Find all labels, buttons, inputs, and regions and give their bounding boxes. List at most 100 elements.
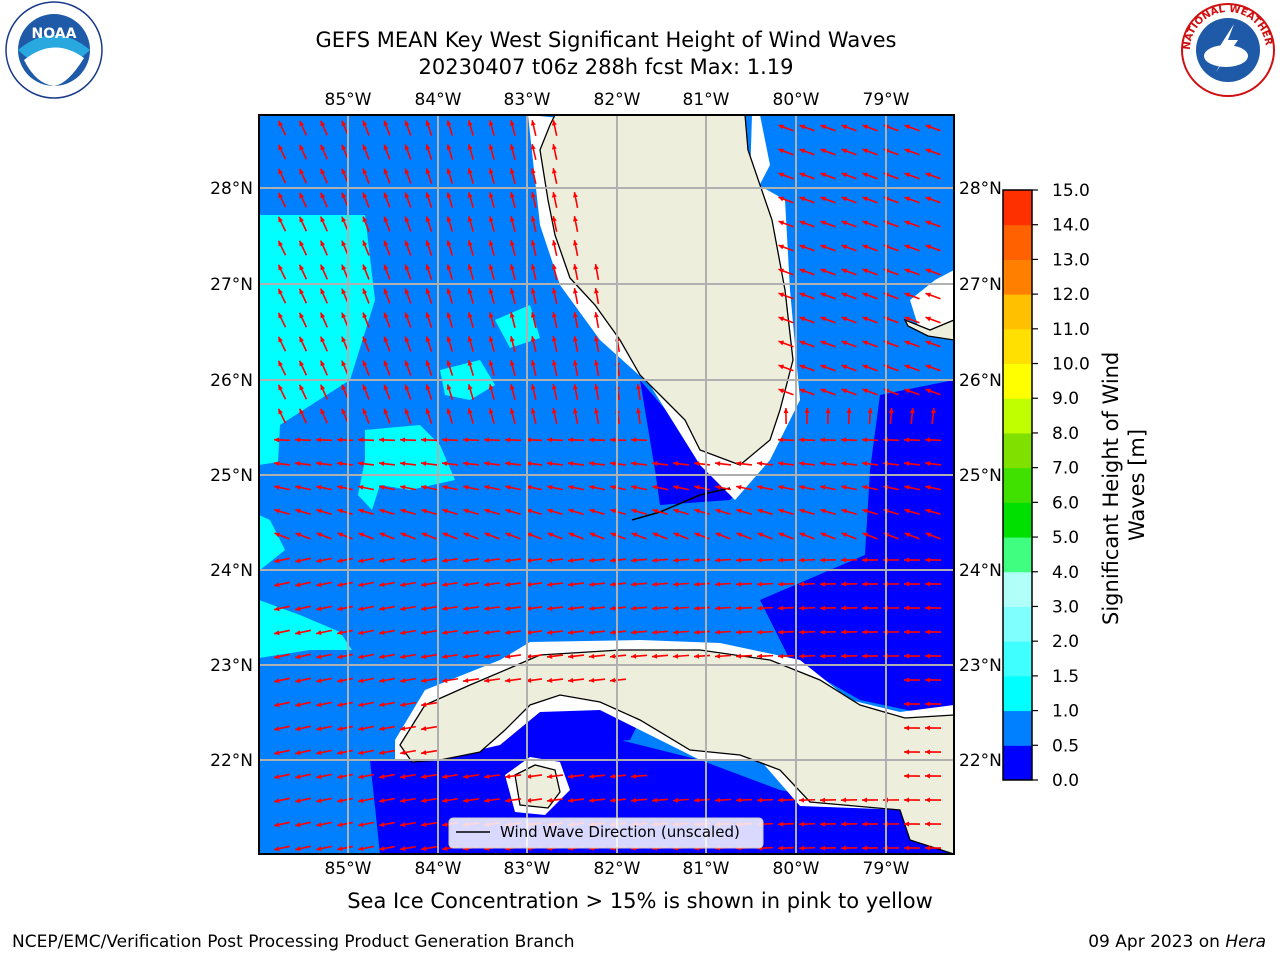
coastal-mask-bahamas (910, 270, 954, 332)
wave-arrow (404, 120, 412, 136)
wave-arrow (778, 172, 794, 180)
wave-arrow (357, 557, 375, 564)
wave-arrow (357, 581, 375, 588)
wave-arrow (820, 172, 836, 180)
wave-arrow (357, 653, 375, 660)
wave-arrow (378, 677, 396, 683)
wave-arrow (530, 288, 537, 304)
wave-arrow (441, 797, 459, 803)
wave-arrow (546, 605, 564, 611)
wave-arrow (736, 484, 752, 491)
wave-arrow (652, 508, 668, 516)
wave-arrow (841, 124, 857, 132)
wave-arrow (924, 437, 942, 443)
wave-arrow (903, 653, 921, 659)
colorbar-label: Significant Height of Wind Waves [m] (1099, 345, 1149, 625)
wave-arrow (316, 749, 332, 756)
wave-arrow (404, 288, 412, 304)
lat-tick-right: 26°N (959, 371, 1002, 391)
wave-arrow (903, 461, 921, 467)
wave-arrow (799, 220, 815, 228)
wave-arrow (546, 581, 564, 587)
wave-arrow (295, 677, 311, 684)
wave-arrow (277, 192, 287, 208)
wave-arrow (757, 484, 773, 491)
wave-arrow (546, 653, 564, 659)
wave-arrow (547, 508, 563, 516)
wave-arrow (420, 677, 438, 683)
wave-arrow (652, 532, 668, 540)
wave-arrow (421, 532, 437, 540)
wave-arrow (924, 845, 942, 851)
lon-tick-top: 85°W (325, 90, 372, 110)
wave-arrow (441, 437, 459, 443)
wave-arrow (861, 437, 879, 443)
wave-arrow (924, 557, 942, 563)
wave-arrow (714, 797, 732, 803)
wave-arrow (530, 360, 537, 376)
wave-arrow (446, 336, 454, 352)
wave-arrow (778, 532, 794, 540)
low-wave-zone-east (760, 380, 954, 854)
wave-arrow (925, 124, 941, 132)
wave-arrow (277, 264, 287, 280)
wave-arrow (861, 653, 879, 659)
wave-arrow (509, 240, 516, 256)
wave-arrow (378, 605, 396, 611)
wave-arrow (462, 581, 480, 587)
wave-arrow (316, 532, 332, 540)
lon-tick-top: 84°W (415, 90, 462, 110)
lon-tick-bottom: 81°W (683, 859, 730, 879)
wave-arrow (467, 408, 475, 424)
wave-arrow (446, 312, 454, 328)
wave-arrow (420, 725, 438, 731)
lon-tick-top: 82°W (594, 90, 641, 110)
wave-arrow (298, 168, 308, 184)
wave-arrow (504, 629, 522, 635)
wave-arrow (404, 336, 412, 352)
wave-arrow (799, 484, 815, 491)
wave-arrow (420, 749, 438, 755)
wave-arrow (425, 360, 433, 376)
wave-arrow (509, 192, 516, 208)
wave-arrow (509, 360, 516, 376)
wave-arrow (504, 797, 522, 803)
wave-arrow (294, 437, 312, 443)
wave-arrow (298, 240, 308, 256)
wave-arrow (568, 484, 584, 491)
wave-arrow (572, 335, 579, 353)
colorbar-tick: 0.0 (1052, 771, 1079, 791)
wave-arrow (441, 677, 459, 683)
wave-arrow (357, 821, 375, 828)
lat-tick-left: 25°N (210, 466, 253, 486)
wave-arrow (362, 144, 370, 160)
wave-arrow (378, 461, 396, 467)
wave-arrow (504, 653, 522, 659)
wave-arrow (820, 532, 836, 540)
colorbar-tick: 10.0 (1052, 355, 1090, 375)
wave-arrow (488, 216, 495, 232)
wave-arrow (336, 845, 354, 852)
wave-arrow (298, 336, 308, 352)
wave-arrow (630, 437, 648, 443)
wave-arrow (399, 773, 417, 779)
wave-arrow (316, 701, 332, 708)
colorbar-segment (1003, 641, 1032, 677)
wave-arrow (336, 773, 354, 780)
wave-arrow (841, 484, 857, 491)
colorbar-label-line2: Waves [m] (1125, 429, 1149, 541)
wave-arrow (399, 581, 417, 587)
wave-arrow (588, 461, 606, 467)
wave-arrow (420, 845, 438, 851)
wave-arrow (295, 653, 311, 660)
wave-arrow (630, 461, 648, 467)
wave-arrow (925, 148, 941, 156)
wave-arrow (551, 384, 558, 400)
wave-arrow (903, 821, 921, 827)
wave-arrow (320, 408, 328, 424)
colorbar-segment (1003, 328, 1032, 365)
wave-arrow (399, 725, 417, 731)
wave-arrow (467, 312, 475, 328)
wave-arrow (714, 581, 732, 587)
wave-arrow (320, 216, 328, 232)
